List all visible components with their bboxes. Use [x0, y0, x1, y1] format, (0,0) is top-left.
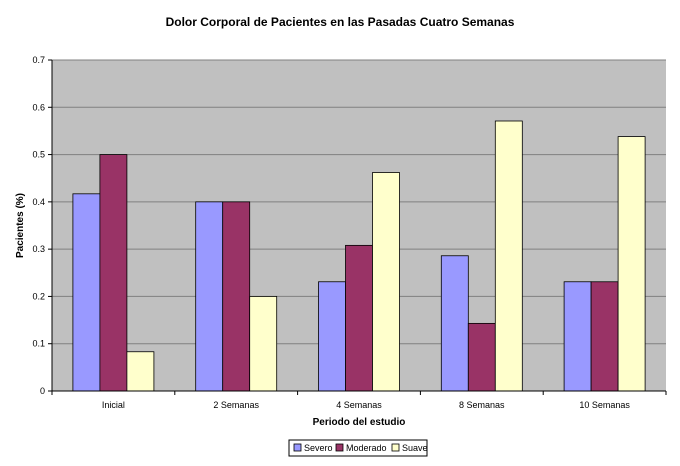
x-axis-title: Periodo del estudio — [313, 417, 406, 428]
bar-severo-3 — [440, 255, 469, 392]
bar-suave-3 — [494, 120, 523, 392]
bar-moderado-2 — [345, 244, 373, 392]
bar-severo-0 — [72, 193, 101, 392]
legend-label-moderado: Moderado — [346, 443, 387, 453]
y-tick-label: 0.7 — [32, 55, 45, 65]
x-axis-ticks: Inicial 2 Semanas 4 Semanas 8 Semanas 10 Sem… — [51, 391, 667, 410]
x-tick-label: 2 Semanas — [213, 400, 259, 410]
y-axis-ticks: 0 0.1 0.2 0.3 0.4 0.5 0.6 0.7 — [32, 55, 52, 396]
x-tick-label: 4 Semanas — [336, 400, 382, 410]
y-tick-label: 0.5 — [32, 150, 45, 160]
bar-severo-1 — [195, 201, 224, 392]
bar-suave-1 — [249, 296, 278, 392]
legend-swatch-severo — [293, 443, 302, 452]
x-tick-label: 10 Semanas — [579, 400, 630, 410]
legend-label-severo: Severo — [304, 443, 333, 453]
y-tick-label: 0.6 — [32, 102, 45, 112]
chart-title: Dolor Corporal de Pacientes en las Pasad… — [166, 15, 515, 29]
bar-suave-0 — [126, 351, 155, 392]
legend: Severo Moderado Suave — [288, 439, 428, 457]
y-tick-label: 0.3 — [32, 244, 45, 254]
y-tick-label: 0.2 — [32, 291, 45, 301]
bar-severo-4 — [563, 281, 592, 392]
bar-suave-4 — [617, 136, 646, 392]
y-tick-label: 0.4 — [32, 197, 45, 207]
bar-suave-2 — [372, 172, 400, 392]
x-tick-label: 8 Semanas — [459, 400, 505, 410]
bar-moderado-1 — [222, 201, 251, 392]
y-axis-title: Pacientes (%) — [15, 193, 26, 258]
legend-swatch-moderado — [335, 443, 344, 452]
y-tick-label: 0.1 — [32, 339, 45, 349]
legend-swatch-suave — [391, 443, 400, 452]
bar-moderado-3 — [467, 322, 496, 392]
legend-label-suave: Suave — [402, 443, 428, 453]
y-tick-label: 0 — [40, 386, 45, 396]
bars — [72, 120, 646, 392]
x-tick-label: Inicial — [102, 400, 125, 410]
bar-moderado-0 — [99, 154, 128, 392]
axes — [51, 60, 666, 392]
bar-severo-2 — [318, 281, 346, 392]
bar-moderado-4 — [590, 281, 619, 392]
